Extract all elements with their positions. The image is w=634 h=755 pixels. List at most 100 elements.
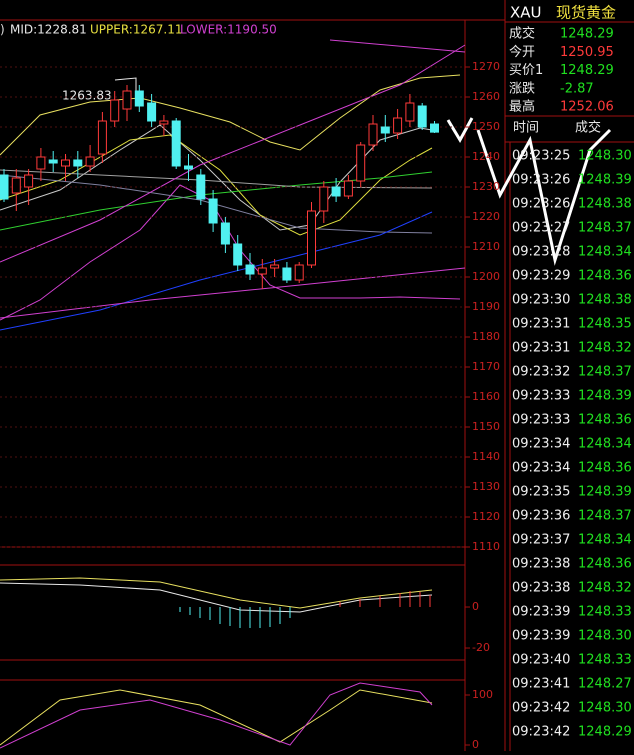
quote-label: 涨跌 <box>509 80 535 96</box>
trade-time: 09:23:30 <box>512 293 570 308</box>
candle-body <box>393 117 403 134</box>
candle-body <box>85 156 95 167</box>
trade-price: 1248.32 <box>578 341 632 356</box>
trade-time: 09:23:42 <box>512 725 570 740</box>
candle-body <box>97 120 107 155</box>
trade-time: 09:23:40 <box>512 653 570 668</box>
candle-body <box>233 243 243 266</box>
y-tick-label: 1120 <box>472 510 500 523</box>
trades-header: 成交 <box>575 120 601 136</box>
y-tick-label: 0 <box>472 600 479 613</box>
y-tick-label: 1110 <box>472 540 500 553</box>
trade-price: 1248.36 <box>578 413 632 428</box>
candle-body <box>171 120 181 167</box>
candle-body <box>110 99 120 122</box>
y-tick-label: 1260 <box>472 90 500 103</box>
y-tick-label: 100 <box>472 688 493 701</box>
trade-price: 1248.36 <box>578 269 632 284</box>
trade-price: 1248.39 <box>578 173 632 188</box>
y-tick-label: 1210 <box>472 240 500 253</box>
candle-body <box>220 222 230 245</box>
trade-time: 09:23:36 <box>512 509 570 524</box>
trade-time: 09:23:31 <box>512 317 570 332</box>
trade-price: 1248.34 <box>578 533 632 548</box>
trade-price: 1248.33 <box>578 653 632 668</box>
candle-body <box>48 159 58 164</box>
legend-upper: UPPER:1267.11 <box>90 23 182 37</box>
trade-time: 09:23:35 <box>512 485 570 500</box>
y-tick-label: 1220 <box>472 210 500 223</box>
trades-header: 时间 <box>513 121 539 136</box>
trade-time: 09:23:39 <box>512 629 570 644</box>
candle-body <box>343 180 353 197</box>
trade-time: 09:23:29 <box>512 269 570 284</box>
y-tick-label: 1200 <box>472 270 500 283</box>
y-tick-label: 1180 <box>472 330 500 343</box>
high-annotation: 1263.83 <box>62 89 112 103</box>
symbol-name: 现货黄金 <box>556 4 616 22</box>
quote-label: 成交 <box>509 26 535 42</box>
trade-time: 09:23:41 <box>512 677 570 692</box>
y-tick-label: 1230 <box>472 180 500 193</box>
trade-price: 1248.39 <box>578 485 632 500</box>
symbol: XAU <box>510 4 542 22</box>
trade-price: 1248.36 <box>578 461 632 476</box>
candle-body <box>184 165 193 170</box>
trade-price: 1248.39 <box>578 389 632 404</box>
candle-body <box>0 174 9 200</box>
quote-label: 今开 <box>509 44 535 60</box>
trade-time: 09:23:27 <box>512 221 570 236</box>
candle-body <box>257 267 267 275</box>
y-tick-label: 1190 <box>472 300 500 313</box>
y-tick-label: 1240 <box>472 150 500 163</box>
candle-body <box>331 186 341 197</box>
y-tick-label: 1150 <box>472 420 500 433</box>
trade-time: 09:23:34 <box>512 437 570 452</box>
candle-body <box>294 264 304 281</box>
y-tick-label: 0 <box>472 738 479 751</box>
trade-price: 1248.34 <box>578 245 632 260</box>
trade-time: 09:23:31 <box>512 341 570 356</box>
y-tick-label: 1130 <box>472 480 500 493</box>
candle-body <box>245 264 255 275</box>
trade-price: 1248.30 <box>578 701 632 716</box>
candle-body <box>282 267 292 281</box>
trade-time: 09:23:38 <box>512 581 570 596</box>
quote-value: 1250.95 <box>560 45 614 60</box>
quote-label: 最高 <box>509 99 535 115</box>
legend-prefix: ) <box>0 23 5 37</box>
trade-time: 09:23:26 <box>512 173 570 188</box>
candle-body <box>307 210 316 266</box>
indicator-lines <box>0 39 466 749</box>
candle-body <box>73 159 83 167</box>
trade-time: 09:23:42 <box>512 701 570 716</box>
candle-body <box>61 159 70 167</box>
y-tick-label: 1160 <box>472 390 500 403</box>
y-tick-label: 1270 <box>472 60 500 73</box>
quote-value: 1248.29 <box>560 27 614 42</box>
candle-body <box>24 174 34 188</box>
y-tick-label: 1170 <box>472 360 500 373</box>
trade-time: 09:23:34 <box>512 461 570 476</box>
trade-time: 09:23:37 <box>512 533 570 548</box>
trade-price: 1248.37 <box>578 509 632 524</box>
candle-body <box>196 174 206 200</box>
trade-price: 1248.38 <box>578 293 632 308</box>
trade-price: 1248.37 <box>578 221 632 236</box>
quote-value: 1248.29 <box>560 63 614 78</box>
candle-body <box>134 90 144 107</box>
trade-price: 1248.38 <box>578 197 632 212</box>
y-tick-label: 1250 <box>472 120 500 133</box>
legend-lower: LOWER:1190.50 <box>180 23 277 37</box>
macd-histogram <box>179 607 291 628</box>
candle-body <box>417 105 427 128</box>
candle-body <box>319 186 329 212</box>
trade-price: 1248.36 <box>578 557 632 572</box>
trade-time: 09:23:25 <box>512 149 570 164</box>
trade-price: 1248.32 <box>578 581 632 596</box>
trade-price: 1248.35 <box>578 317 632 332</box>
candle-body <box>405 102 415 122</box>
candle-body <box>270 264 280 269</box>
